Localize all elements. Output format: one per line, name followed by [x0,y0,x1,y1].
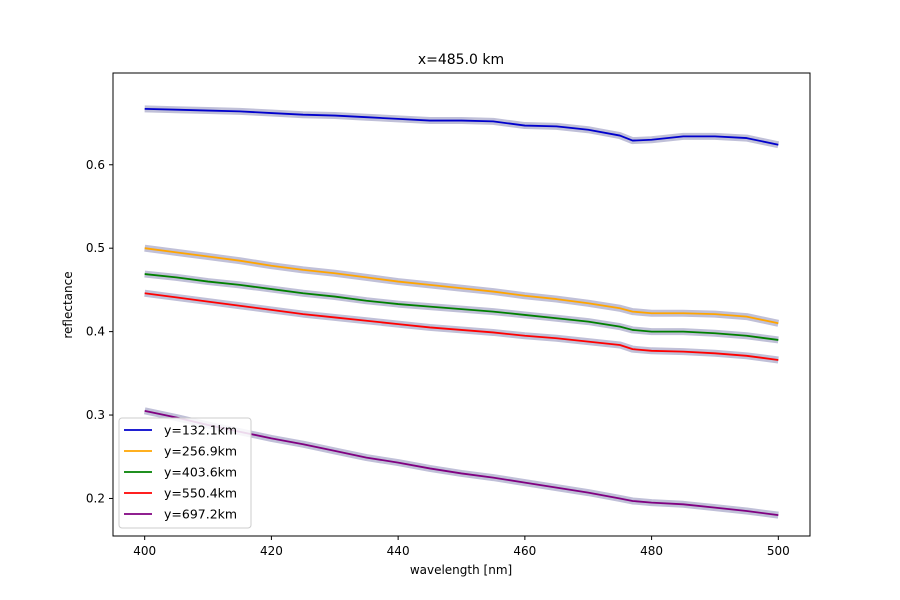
y-axis-label: reflectance [61,271,75,338]
legend: y=132.1km y=256.9km y=403.6km y=550.4km y=69… [118,417,252,529]
y-tick-label: 0.3 [86,408,105,422]
legend-label-y-132-1km: y=132.1km [164,423,237,438]
legend-label-y-697-2km: y=697.2km [164,507,237,522]
x-tick-label: 460 [513,544,536,558]
legend-label-y-256-9km: y=256.9km [164,444,237,459]
x-tick-label: 400 [133,544,156,558]
x-tick-label: 440 [387,544,410,558]
series-line-y-550-4km [144,292,779,361]
y-tick-label: 0.4 [86,325,105,339]
series-line-y-697-2km [144,409,779,517]
plot-area-frame [112,72,811,537]
series-line-y-256-9km [144,247,779,325]
x-tick-label: 480 [640,544,663,558]
x-axis-ticks: 400 420 440 460 480 500 [133,536,790,558]
legend-label-y-550-4km: y=550.4km [164,486,237,501]
y-tick-label: 0.2 [86,491,105,505]
x-tick-label: 500 [767,544,790,558]
chart-title: x=485.0 km [418,52,504,68]
x-axis-label: wavelength [nm] [410,563,512,577]
series-line-y-132-1km [144,107,779,146]
series-lines [144,107,779,517]
legend-label-y-403-6km: y=403.6km [164,465,237,480]
legend-box [118,417,252,529]
y-axis-ticks: 0.2 0.3 0.4 0.5 0.6 [86,158,113,505]
x-tick-label: 420 [260,544,283,558]
y-tick-label: 0.6 [86,158,105,172]
y-tick-label: 0.5 [86,241,105,255]
series-line-y-403-6km [144,273,779,341]
